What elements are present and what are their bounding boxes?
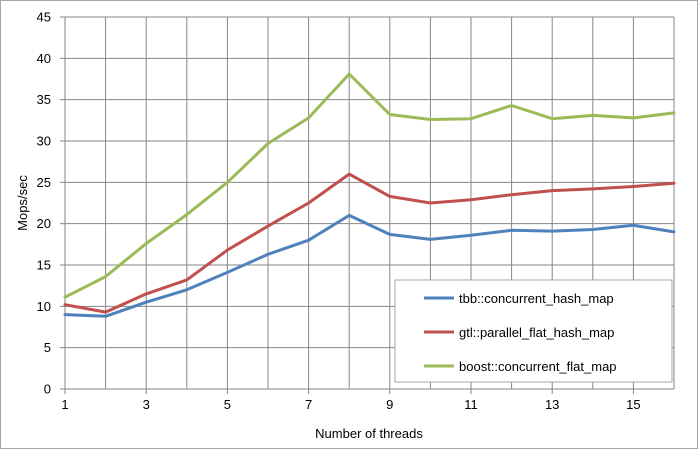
legend-label: tbb::concurrent_hash_map: [459, 291, 614, 306]
y-tick-label: 15: [37, 258, 51, 273]
x-tick-label: 11: [464, 397, 478, 412]
x-tick-label: 5: [224, 397, 231, 412]
series-line-2: [63, 172, 676, 314]
y-tick-label: 35: [37, 92, 51, 107]
x-tick-label: 1: [61, 397, 68, 412]
y-axis-title: Mops/sec: [15, 175, 30, 231]
y-tick-label: 25: [37, 175, 51, 190]
y-tick-label: 30: [37, 134, 51, 149]
y-tick-label: 5: [44, 340, 51, 355]
y-tick-label: 20: [37, 216, 51, 231]
x-tick-labels: 1 3 5 7 9 11 13 15: [61, 397, 640, 412]
series-lines: [63, 72, 676, 318]
legend-items: tbb::concurrent_hash_mapgtl::parallel_fl…: [424, 291, 617, 374]
legend-label: gtl::parallel_flat_hash_map: [459, 325, 614, 340]
x-axis-title: Number of threads: [315, 426, 423, 441]
y-tick-label: 0: [44, 382, 51, 397]
y-tick-labels: 0 5 10 15 20 25 30 35 40 45: [37, 10, 51, 397]
y-tick-label: 40: [37, 51, 51, 66]
x-tick-label: 13: [545, 397, 559, 412]
x-tick-label: 7: [305, 397, 312, 412]
x-tick-label: 9: [386, 397, 393, 412]
y-tick-label: 10: [37, 299, 51, 314]
axes: [60, 16, 674, 394]
x-tick-label: 15: [626, 397, 640, 412]
x-tick-label: 3: [143, 397, 150, 412]
y-tick-label: 45: [37, 10, 51, 25]
legend-label: boost::concurrent_flat_map: [459, 359, 617, 374]
legend: tbb::concurrent_hash_mapgtl::parallel_fl…: [394, 279, 673, 383]
series-line-3: [63, 72, 676, 299]
series-line-1: [63, 213, 676, 318]
